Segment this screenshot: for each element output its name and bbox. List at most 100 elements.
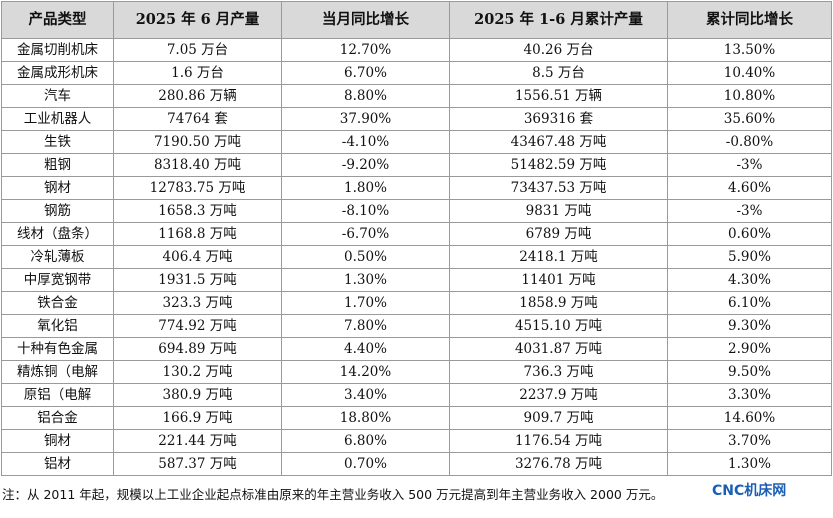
product-name-cell: 钢材: [1, 176, 114, 200]
production-table: 产品类型 2025 年 6 月产量 当月同比增长 2025 年 1-6 月累计产量 累计…: [1, 1, 832, 476]
table-row: 铝合金 166.9 万吨 18.80% 909.7 万吨 14.60%: [1, 406, 832, 430]
june-output-cell: 587.37 万吨: [113, 452, 282, 476]
june-yoy-cell: 4.40%: [281, 337, 450, 361]
h1-cumulative-cell: 2418.1 万吨: [449, 245, 668, 269]
column-header: 2025 年 6 月产量: [113, 1, 282, 39]
table-row: 中厚宽钢带 1931.5 万吨 1.30% 11401 万吨 4.30%: [1, 268, 832, 292]
cumulative-yoy-cell: 6.10%: [667, 291, 832, 315]
cumulative-yoy-cell: 35.60%: [667, 107, 832, 131]
table-row: 氧化铝 774.92 万吨 7.80% 4515.10 万吨 9.30%: [1, 314, 832, 338]
june-yoy-cell: 14.20%: [281, 360, 450, 384]
june-yoy-cell: 18.80%: [281, 406, 450, 430]
june-output-cell: 74764 套: [113, 107, 282, 131]
june-yoy-cell: 0.50%: [281, 245, 450, 269]
column-header: 产品类型: [1, 1, 114, 39]
cumulative-yoy-cell: -3%: [667, 199, 832, 223]
cumulative-yoy-cell: 3.70%: [667, 429, 832, 453]
table-row: 钢筋 1658.3 万吨 -8.10% 9831 万吨 -3%: [1, 199, 832, 223]
cumulative-yoy-cell: -0.80%: [667, 130, 832, 154]
brand-logo-text: CNC机床网: [712, 483, 787, 499]
h1-cumulative-cell: 4515.10 万吨: [449, 314, 668, 338]
product-name-cell: 铝材: [1, 452, 114, 476]
product-name-cell: 粗钢: [1, 153, 114, 177]
cumulative-yoy-cell: 10.80%: [667, 84, 832, 108]
h1-cumulative-cell: 1556.51 万辆: [449, 84, 668, 108]
june-yoy-cell: -9.20%: [281, 153, 450, 177]
june-output-cell: 221.44 万吨: [113, 429, 282, 453]
june-output-cell: 8318.40 万吨: [113, 153, 282, 177]
h1-cumulative-cell: 369316 套: [449, 107, 668, 131]
table-row: 金属切削机床 7.05 万台 12.70% 40.26 万台 13.50%: [1, 38, 832, 62]
table-row: 生铁 7190.50 万吨 -4.10% 43467.48 万吨 -0.80%: [1, 130, 832, 154]
june-yoy-cell: 6.70%: [281, 61, 450, 85]
h1-cumulative-cell: 4031.87 万吨: [449, 337, 668, 361]
june-yoy-cell: 7.80%: [281, 314, 450, 338]
june-yoy-cell: 37.90%: [281, 107, 450, 131]
table-row: 十种有色金属 694.89 万吨 4.40% 4031.87 万吨 2.90%: [1, 337, 832, 361]
june-yoy-cell: 1.80%: [281, 176, 450, 200]
table-row: 汽车 280.86 万辆 8.80% 1556.51 万辆 10.80%: [1, 84, 832, 108]
june-output-cell: 166.9 万吨: [113, 406, 282, 430]
h1-cumulative-cell: 73437.53 万吨: [449, 176, 668, 200]
product-name-cell: 钢筋: [1, 199, 114, 223]
column-header: 2025 年 1-6 月累计产量: [449, 1, 668, 39]
table-row: 金属成形机床 1.6 万台 6.70% 8.5 万台 10.40%: [1, 61, 832, 85]
cumulative-yoy-cell: -3%: [667, 153, 832, 177]
june-yoy-cell: 1.70%: [281, 291, 450, 315]
product-name-cell: 氧化铝: [1, 314, 114, 338]
cumulative-yoy-cell: 2.90%: [667, 337, 832, 361]
june-output-cell: 1168.8 万吨: [113, 222, 282, 246]
table-body: 金属切削机床 7.05 万台 12.70% 40.26 万台 13.50% 金属成形机床 1…: [1, 38, 832, 476]
h1-cumulative-cell: 9831 万吨: [449, 199, 668, 223]
product-name-cell: 铝合金: [1, 406, 114, 430]
product-name-cell: 冷轧薄板: [1, 245, 114, 269]
june-output-cell: 130.2 万吨: [113, 360, 282, 384]
product-name-cell: 中厚宽钢带: [1, 268, 114, 292]
header-row: 产品类型 2025 年 6 月产量 当月同比增长 2025 年 1-6 月累计产量 累计…: [1, 1, 832, 39]
cumulative-yoy-cell: 14.60%: [667, 406, 832, 430]
june-yoy-cell: -4.10%: [281, 130, 450, 154]
table-row: 铝材 587.37 万吨 0.70% 3276.78 万吨 1.30%: [1, 452, 832, 476]
june-yoy-cell: -6.70%: [281, 222, 450, 246]
june-output-cell: 7190.50 万吨: [113, 130, 282, 154]
june-yoy-cell: 12.70%: [281, 38, 450, 62]
table-row: 铜材 221.44 万吨 6.80% 1176.54 万吨 3.70%: [1, 429, 832, 453]
product-name-cell: 原铝（电解: [1, 383, 114, 407]
cumulative-yoy-cell: 13.50%: [667, 38, 832, 62]
product-name-cell: 金属成形机床: [1, 61, 114, 85]
june-yoy-cell: -8.10%: [281, 199, 450, 223]
h1-cumulative-cell: 40.26 万台: [449, 38, 668, 62]
june-output-cell: 323.3 万吨: [113, 291, 282, 315]
june-yoy-cell: 8.80%: [281, 84, 450, 108]
june-output-cell: 12783.75 万吨: [113, 176, 282, 200]
product-name-cell: 铁合金: [1, 291, 114, 315]
cumulative-yoy-cell: 9.50%: [667, 360, 832, 384]
product-name-cell: 金属切削机床: [1, 38, 114, 62]
product-name-cell: 线材（盘条）: [1, 222, 114, 246]
table-row: 粗钢 8318.40 万吨 -9.20% 51482.59 万吨 -3%: [1, 153, 832, 177]
cumulative-yoy-cell: 4.30%: [667, 268, 832, 292]
june-output-cell: 7.05 万台: [113, 38, 282, 62]
h1-cumulative-cell: 1858.9 万吨: [449, 291, 668, 315]
june-output-cell: 774.92 万吨: [113, 314, 282, 338]
june-yoy-cell: 0.70%: [281, 452, 450, 476]
june-output-cell: 694.89 万吨: [113, 337, 282, 361]
h1-cumulative-cell: 909.7 万吨: [449, 406, 668, 430]
product-name-cell: 汽车: [1, 84, 114, 108]
product-name-cell: 生铁: [1, 130, 114, 154]
column-header: 累计同比增长: [667, 1, 832, 39]
h1-cumulative-cell: 736.3 万吨: [449, 360, 668, 384]
product-name-cell: 十种有色金属: [1, 337, 114, 361]
footnote: 注：从 2011 年起，规模以上工业企业起点标准由原来的年主营业务收入 500 …: [2, 487, 664, 502]
production-table-container: 产品类型 2025 年 6 月产量 当月同比增长 2025 年 1-6 月累计产量 累计…: [1, 1, 832, 479]
product-name-cell: 工业机器人: [1, 107, 114, 131]
product-name-cell: 精炼铜（电解: [1, 360, 114, 384]
cumulative-yoy-cell: 0.60%: [667, 222, 832, 246]
table-row: 冷轧薄板 406.4 万吨 0.50% 2418.1 万吨 5.90%: [1, 245, 832, 269]
june-yoy-cell: 1.30%: [281, 268, 450, 292]
table-row: 铁合金 323.3 万吨 1.70% 1858.9 万吨 6.10%: [1, 291, 832, 315]
h1-cumulative-cell: 6789 万吨: [449, 222, 668, 246]
cumulative-yoy-cell: 5.90%: [667, 245, 832, 269]
june-output-cell: 1931.5 万吨: [113, 268, 282, 292]
june-yoy-cell: 6.80%: [281, 429, 450, 453]
